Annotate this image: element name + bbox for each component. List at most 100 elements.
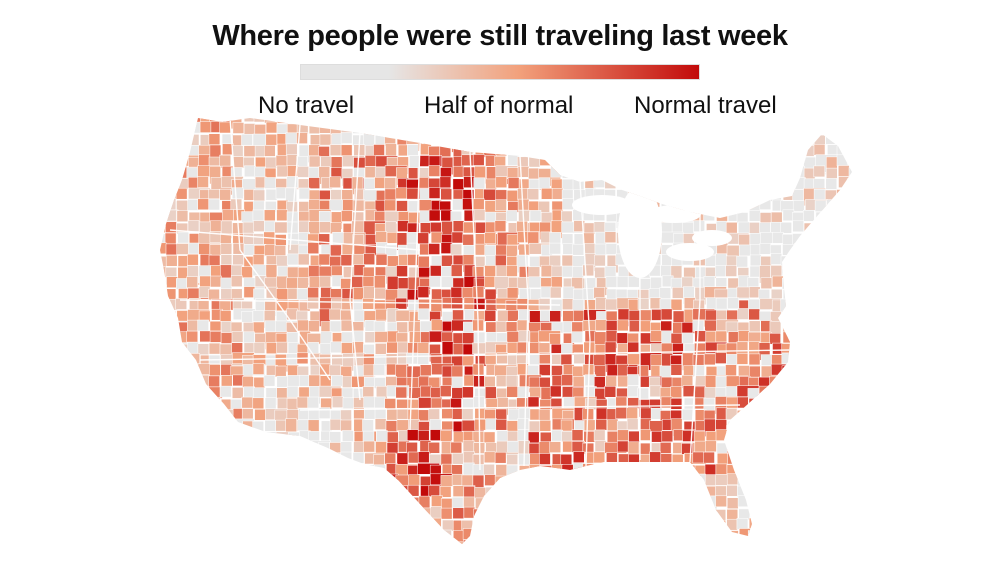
- county-cell: [506, 454, 518, 466]
- county-cell: [771, 275, 784, 288]
- county-cell: [198, 154, 210, 167]
- county-cell: [858, 245, 869, 263]
- county-cell: [637, 176, 650, 188]
- county-cell: [219, 121, 231, 134]
- county-cell: [505, 143, 517, 155]
- county-cell: [574, 145, 586, 157]
- county-cell: [847, 320, 852, 333]
- county-cell: [595, 319, 607, 331]
- county-cell: [495, 144, 508, 157]
- county-cell: [660, 539, 673, 544]
- county-cell: [725, 198, 738, 211]
- county-cell: [160, 242, 167, 255]
- county-cell: [714, 519, 726, 532]
- county-cell: [758, 385, 771, 398]
- county-cell: [792, 319, 805, 338]
- county-cell: [727, 118, 740, 129]
- county-cell: [232, 507, 245, 519]
- county-cell: [197, 518, 210, 531]
- county-cell: [221, 375, 233, 387]
- state-boundary: [299, 404, 741, 411]
- county-cell: [670, 386, 682, 398]
- county-cell: [550, 486, 563, 505]
- county-cell: [429, 118, 441, 123]
- county-cell: [726, 518, 738, 531]
- county-cell: [802, 353, 815, 366]
- great-lake: [649, 205, 701, 223]
- county-cell: [860, 265, 871, 276]
- county-cell: [804, 264, 816, 277]
- county-cell: [815, 298, 827, 317]
- county-cell: [593, 176, 605, 188]
- county-cell: [351, 276, 363, 288]
- county-cell: [188, 541, 200, 544]
- county-cell: [298, 495, 311, 508]
- county-cell: [560, 419, 573, 432]
- county-cell: [177, 231, 189, 244]
- county-cell: [573, 451, 585, 463]
- county-cell: [452, 254, 465, 267]
- county-cell: [661, 430, 674, 443]
- county-cell: [660, 265, 672, 277]
- county-cell: [824, 320, 848, 332]
- county-cell: [160, 418, 167, 430]
- county-cell: [231, 264, 243, 277]
- county-cell: [506, 234, 519, 246]
- county-cell: [308, 320, 320, 332]
- county-cell: [626, 407, 638, 419]
- county-cell: [288, 431, 300, 444]
- county-cell: [308, 453, 320, 466]
- county-cell: [551, 188, 564, 200]
- county-cell: [451, 365, 464, 378]
- county-cell: [814, 518, 826, 531]
- county-cell: [562, 497, 574, 509]
- county-cell: [792, 375, 816, 387]
- county-cell: [254, 409, 266, 421]
- county-cell: [759, 420, 771, 432]
- county-cell: [836, 485, 849, 504]
- county-cell: [241, 266, 253, 278]
- county-cell: [540, 118, 552, 125]
- county-cell: [209, 407, 222, 420]
- county-cell: [572, 178, 585, 191]
- county-cell: [297, 118, 320, 123]
- county-cell: [219, 154, 231, 167]
- county-cell: [747, 443, 770, 455]
- county-cell: [604, 156, 616, 168]
- county-cell: [397, 341, 409, 354]
- county-cell: [815, 211, 828, 224]
- county-cell: [846, 145, 852, 157]
- county-cell: [595, 473, 608, 486]
- county-cell: [782, 431, 794, 451]
- county-cell: [286, 385, 299, 398]
- county-cell: [692, 121, 705, 133]
- county-cell: [847, 118, 852, 124]
- county-cell: [825, 464, 838, 476]
- county-cell: [319, 507, 332, 520]
- county-cell: [518, 132, 531, 145]
- county-cell: [341, 508, 354, 520]
- county-cell: [781, 144, 794, 157]
- county-cell: [705, 200, 728, 213]
- county-cell: [166, 440, 179, 453]
- county-cell: [703, 209, 715, 222]
- county-cell: [715, 167, 728, 180]
- county-cell: [331, 530, 343, 544]
- county-cell: [340, 539, 353, 544]
- county-cell: [639, 118, 651, 125]
- county-cell: [671, 167, 684, 179]
- county-cell: [748, 432, 772, 451]
- county-cell: [859, 496, 870, 507]
- county-cell: [815, 529, 828, 542]
- county-cell: [231, 145, 244, 157]
- county-cell: [792, 133, 805, 146]
- county-cell: [176, 518, 199, 530]
- county-cell: [176, 528, 189, 540]
- county-cell: [386, 517, 398, 529]
- county-cell: [836, 189, 852, 201]
- county-cell: [549, 255, 561, 267]
- county-cell: [408, 507, 421, 526]
- county-cell: [186, 330, 198, 343]
- county-cell: [672, 287, 684, 299]
